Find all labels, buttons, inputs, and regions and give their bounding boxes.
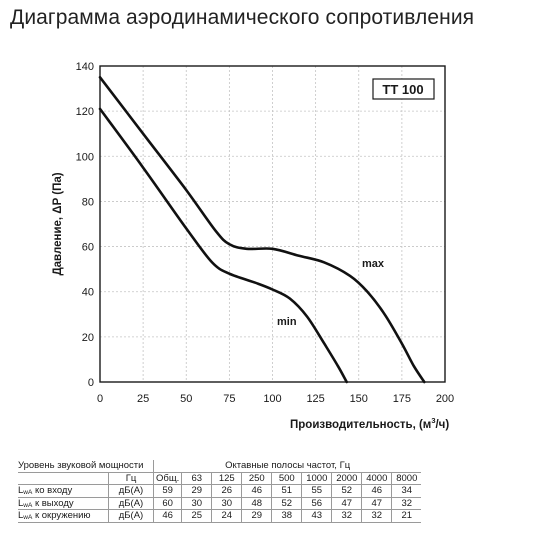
min-label-bg bbox=[275, 314, 300, 328]
table-cell: 60 bbox=[152, 497, 182, 510]
x-axis-label-end: /ч) bbox=[435, 419, 449, 431]
grid bbox=[100, 66, 445, 382]
row-label: LwA ко входу bbox=[18, 484, 109, 498]
row-label-sub: wA bbox=[23, 501, 33, 509]
row-label-sub: wA bbox=[23, 489, 33, 496]
series-label-max: max bbox=[362, 258, 385, 270]
col-header: 500 bbox=[271, 472, 302, 485]
y-tick-label: 60 bbox=[82, 242, 94, 254]
model-label: TT 100 bbox=[382, 82, 423, 97]
sound-power-table: Уровень звуковой мощности Октавные полос… bbox=[18, 460, 422, 523]
x-tick-label: 50 bbox=[180, 393, 192, 405]
col-header: 2000 bbox=[331, 472, 362, 485]
y-tick-label: 0 bbox=[88, 377, 94, 389]
x-tick-label: 25 bbox=[137, 393, 149, 405]
table-row: LwA ко входу дБ(А) 59 29 26 46 51 55 52 … bbox=[18, 484, 422, 498]
model-label-box bbox=[372, 78, 435, 100]
table-cell: 52 bbox=[271, 497, 302, 510]
max-label-bg bbox=[360, 256, 385, 270]
table-cell: 25 bbox=[181, 509, 212, 523]
pressure-flow-chart: 0 25 50 75 100 125 150 175 200 0 20 40 60 80 100 120 140… bbox=[52, 61, 455, 431]
tick-labels: 0 25 50 75 100 125 150 175 200 0 20 40 60 80 100 120 140 bbox=[76, 61, 455, 405]
table-cell: 26 bbox=[211, 484, 242, 498]
y-tick-label: 140 bbox=[76, 61, 94, 73]
table-cell: 32 bbox=[331, 509, 362, 523]
table-cell: 47 bbox=[331, 497, 362, 510]
table-cell: 56 bbox=[301, 497, 332, 510]
col-header: 8000 bbox=[391, 472, 422, 485]
row-label-main: L bbox=[18, 485, 24, 496]
table-cell: 29 bbox=[181, 484, 212, 498]
row-unit: дБ(А) bbox=[108, 484, 154, 498]
x-tick-label: 150 bbox=[350, 393, 368, 405]
y-axis-label: Давление, ΔP (Па) bbox=[52, 172, 64, 275]
row-label-rest: ко входу bbox=[32, 485, 73, 496]
x-tick-label: 125 bbox=[306, 393, 324, 405]
table-cell: 52 bbox=[331, 484, 362, 498]
table-cell: 48 bbox=[241, 497, 272, 510]
table-cell: 51 bbox=[271, 484, 302, 498]
x-tick-label: 175 bbox=[393, 393, 411, 405]
row-label-sub: wA bbox=[23, 514, 33, 521]
table-header-row-2: Гц Общ. 63 125 250 500 1000 2000 4000 80… bbox=[18, 472, 422, 485]
table-cell: 59 bbox=[152, 484, 182, 498]
row-label-main: L bbox=[18, 497, 24, 509]
x-tick-label: 200 bbox=[436, 393, 454, 405]
col-header: 250 bbox=[241, 472, 272, 485]
x-axis-label-sup: 3 bbox=[431, 416, 435, 425]
bands-header: Октавные полосы частот, Гц bbox=[153, 460, 422, 473]
table-cell: 43 bbox=[301, 509, 332, 523]
col-header: Общ. bbox=[152, 472, 182, 485]
table-cell: 47 bbox=[361, 497, 392, 510]
row-label: LwA к окружению bbox=[18, 509, 109, 523]
table-row: LwA к окружению дБ(А) 46 25 24 29 38 43 … bbox=[18, 509, 422, 523]
row-unit: дБ(А) bbox=[108, 497, 154, 510]
table-cell: 32 bbox=[391, 497, 422, 510]
y-tick-label: 20 bbox=[82, 332, 94, 344]
y-tick-label: 40 bbox=[82, 287, 94, 299]
col-header: 63 bbox=[181, 472, 212, 485]
x-axis-label: Производительность, (м3/ч) bbox=[290, 416, 449, 431]
table-title: Уровень звуковой мощности bbox=[18, 460, 154, 473]
y-tick-label: 120 bbox=[76, 106, 94, 118]
y-tick-label: 80 bbox=[82, 196, 94, 208]
table-cell: 46 bbox=[241, 484, 272, 498]
table-header-row-1: Уровень звуковой мощности Октавные полос… bbox=[18, 460, 422, 473]
row-label: LwA к выходу bbox=[18, 497, 109, 510]
series-line-max bbox=[98, 76, 426, 384]
x-axis-label-main: Производительность, (м bbox=[290, 419, 431, 431]
series-label-min: min bbox=[277, 316, 297, 328]
series-line-min bbox=[98, 107, 348, 384]
table-cell: 46 bbox=[361, 484, 392, 498]
table-cell: 30 bbox=[181, 497, 212, 510]
table-cell: 29 bbox=[241, 509, 272, 523]
col-header: 125 bbox=[211, 472, 242, 485]
x-tick-label: 0 bbox=[97, 393, 103, 405]
x-tick-label: 100 bbox=[263, 393, 281, 405]
chart-page-title: Диаграмма аэродинамического сопротивлени… bbox=[10, 6, 475, 29]
table-cell: 32 bbox=[361, 509, 392, 523]
plot-frame bbox=[99, 65, 446, 383]
series-lines bbox=[98, 76, 426, 384]
row-label-rest: к окружению bbox=[32, 510, 91, 521]
x-tick-label: 75 bbox=[223, 393, 235, 405]
table-cell: 55 bbox=[301, 484, 332, 498]
table-cell: 46 bbox=[152, 509, 182, 523]
table-cell: 21 bbox=[391, 509, 422, 523]
row-label-main: L bbox=[18, 510, 24, 521]
row-label-rest: к выходу bbox=[32, 497, 74, 509]
y-tick-label: 100 bbox=[76, 151, 94, 163]
row-unit: дБ(А) bbox=[108, 509, 154, 523]
col-header: 4000 bbox=[361, 472, 392, 485]
col-header: 1000 bbox=[301, 472, 332, 485]
table-cell: 34 bbox=[391, 484, 422, 498]
empty-header-cell bbox=[18, 472, 109, 485]
table-cell: 30 bbox=[211, 497, 242, 510]
table-row: LwA к выходу дБ(А) 60 30 30 48 52 56 47 … bbox=[18, 497, 422, 510]
table-cell: 38 bbox=[271, 509, 302, 523]
table-cell: 24 bbox=[211, 509, 242, 523]
unit-header: Гц bbox=[108, 472, 154, 485]
